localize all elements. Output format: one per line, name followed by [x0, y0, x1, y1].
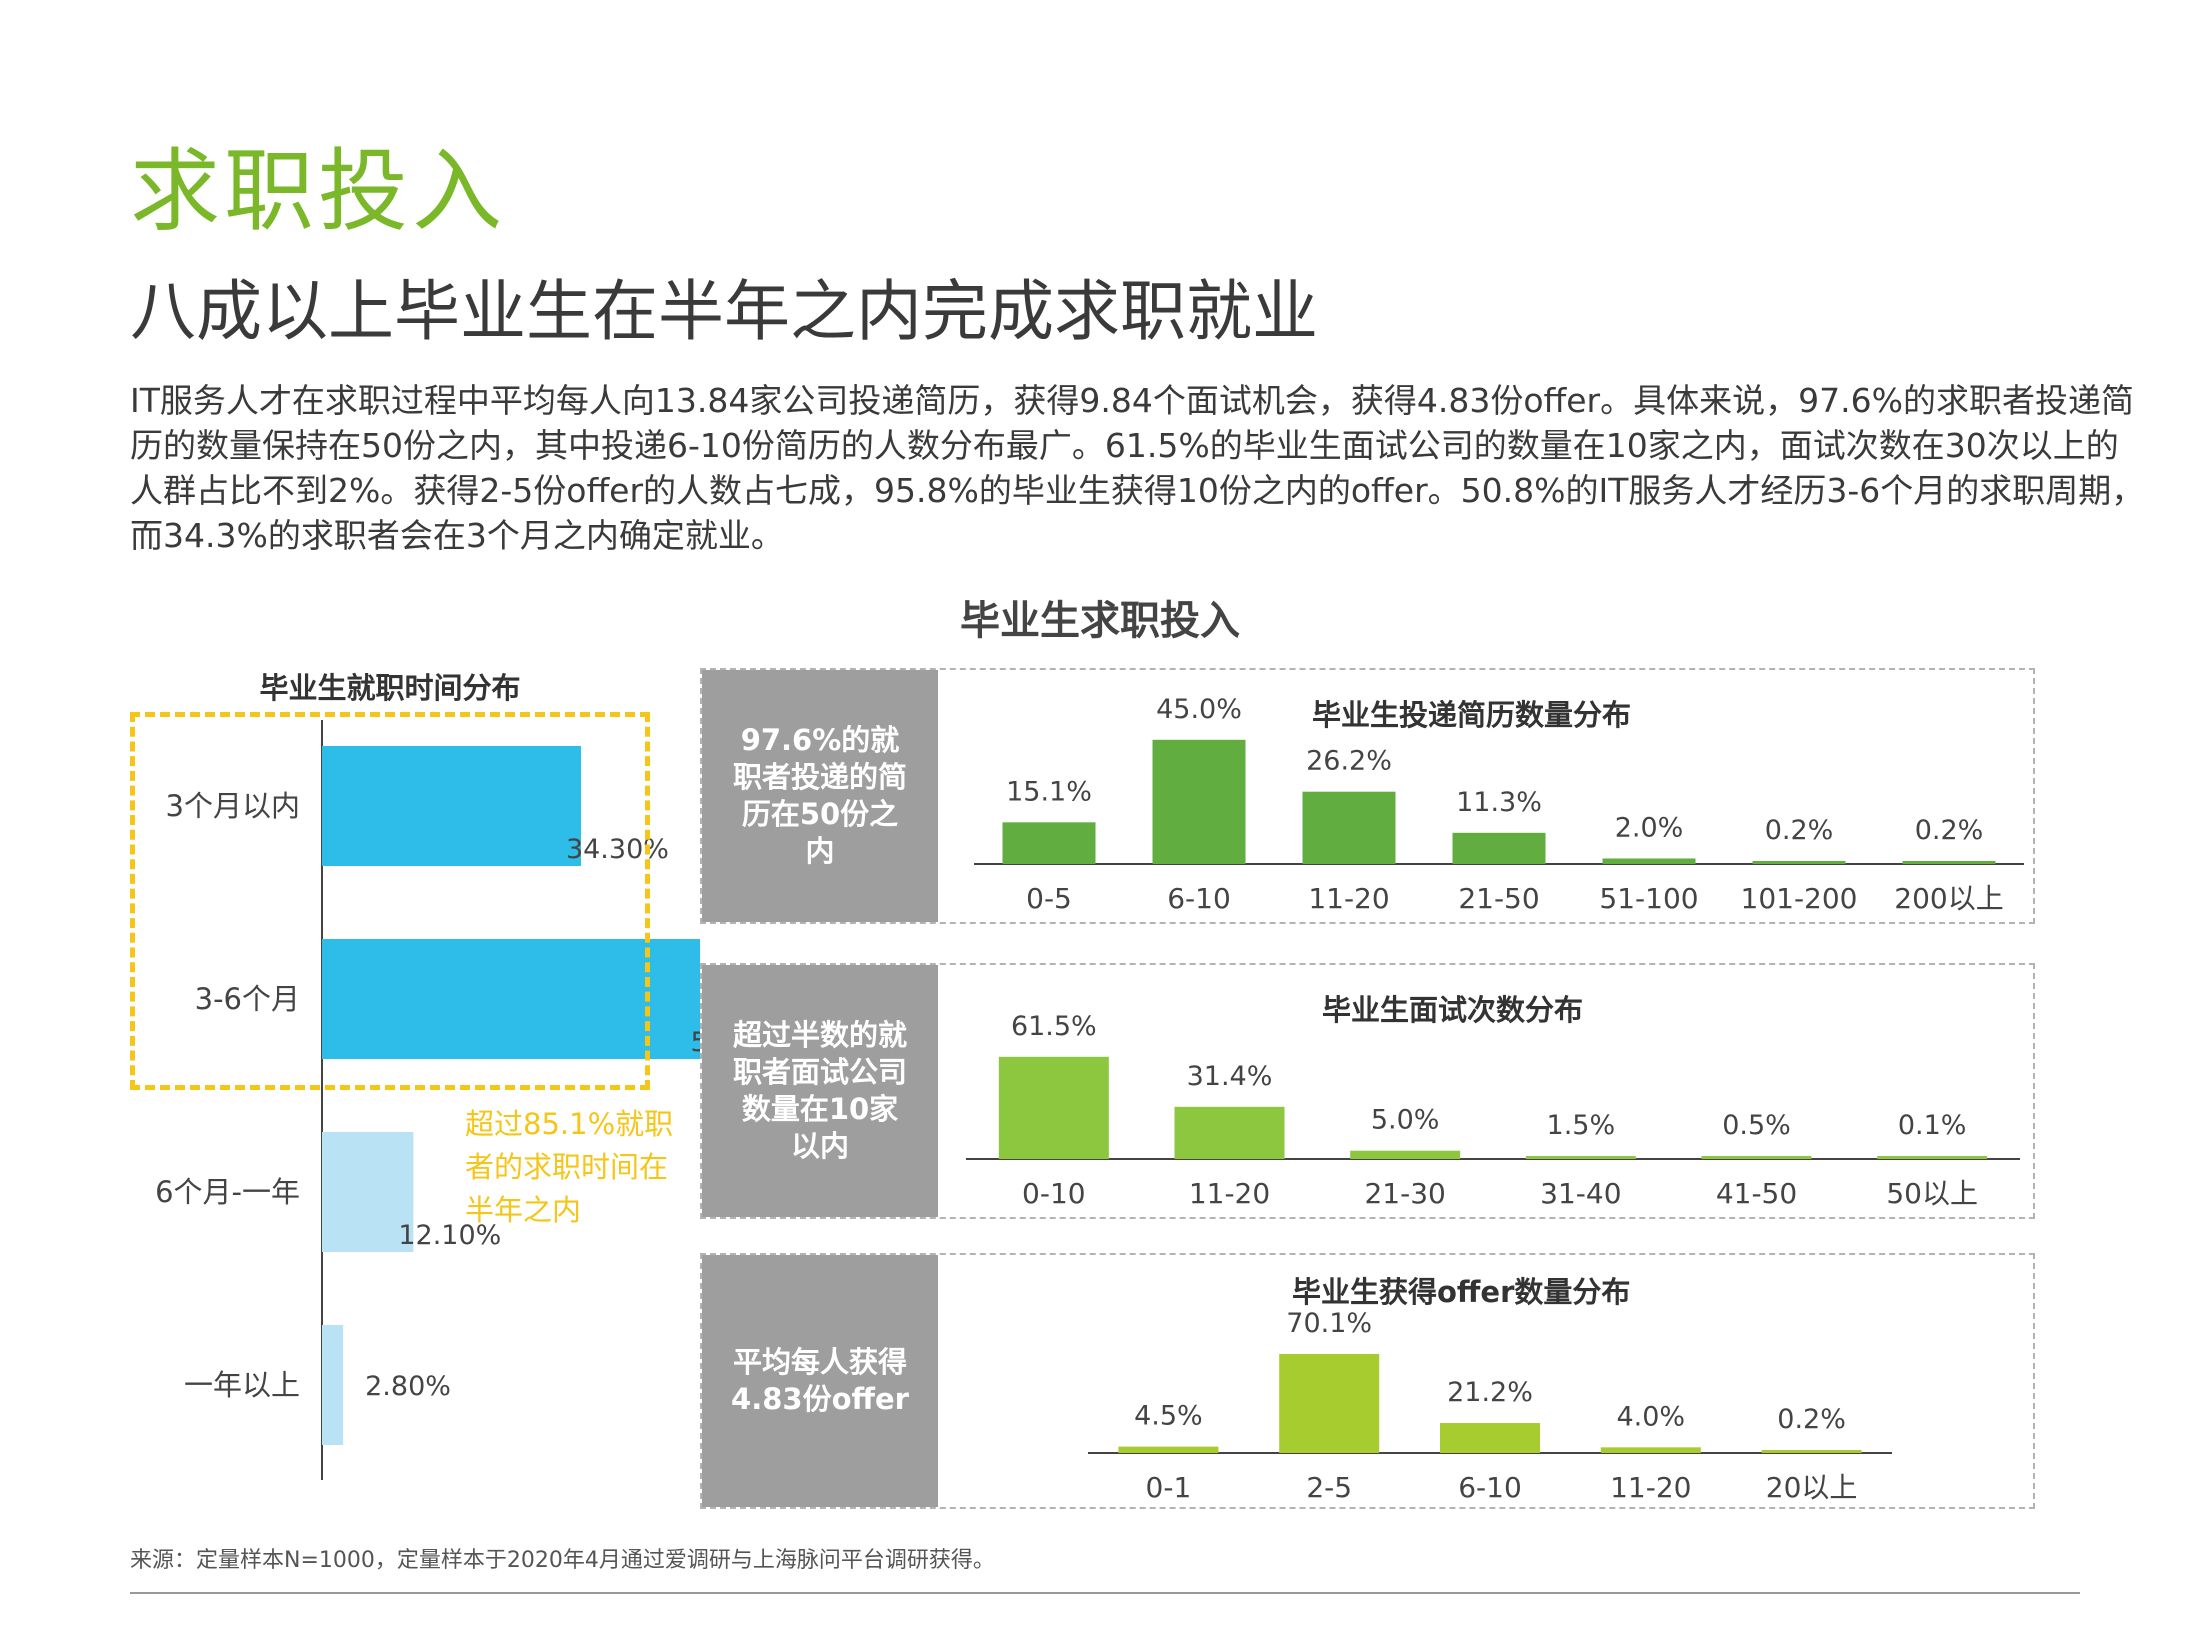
bar [1600, 1447, 1701, 1453]
data-label: 0.5% [1722, 1110, 1791, 1141]
interview-count-chart: 61.5% 0-10 31.4% 11-20 5.0% 21-30 1.5% 31-40 0.5… [966, 1011, 2020, 1210]
tick-label: 11-20 [1308, 882, 1389, 915]
data-label: 11.3% [1456, 787, 1542, 818]
section-title: 毕业生求职投入 [960, 598, 1240, 644]
data-label: 0.2% [1765, 815, 1834, 846]
bar [322, 1132, 414, 1252]
offer-panel: 平均每人获得4.83份offer 毕业生获得offer数量分布 4.5% 0-1 7… [700, 1253, 2035, 1509]
bar [322, 1325, 344, 1445]
data-label: 4.5% [1134, 1401, 1203, 1432]
tick-label: 51-100 [1599, 882, 1698, 915]
data-label: 31.4% [1187, 1061, 1273, 1092]
bar [1602, 858, 1696, 864]
category-label: 3个月以内 [166, 789, 300, 823]
bar [322, 746, 581, 866]
intro-paragraph: IT服务人才在求职过程中平均每人向13.84家公司投递简历，获得9.84个面试机… [130, 381, 2145, 555]
tick-label: 2-5 [1306, 1471, 1352, 1504]
data-label: 21.2% [1447, 1377, 1533, 1408]
tick-label: 0-1 [1146, 1471, 1192, 1504]
interview-panel: 超过半数的就职者面试公司数量在10家以内 毕业生面试次数分布 61.5% 0-10… [700, 963, 2035, 1219]
bar [998, 1056, 1109, 1159]
panel-side-note: 平均每人获得4.83份offer [702, 1255, 938, 1507]
page-title: 求职投入 [130, 139, 506, 244]
bottom-divider [130, 1592, 2080, 1594]
data-label: 50.80% [691, 1027, 700, 1058]
left-chart-title: 毕业生就职时间分布 [259, 671, 521, 705]
data-label: 61.5% [1011, 1011, 1097, 1042]
tick-label: 50以上 [1886, 1177, 1978, 1210]
page-subtitle: 八成以上毕业生在半年之内完成求职就业 [130, 273, 1318, 350]
panel-side-note: 超过半数的就职者面试公司数量在10家以内 [702, 965, 938, 1217]
bar [1701, 1156, 1812, 1159]
tick-label: 200以上 [1894, 882, 2003, 915]
data-label: 2.80% [365, 1371, 451, 1402]
panel-title: 毕业生投递简历数量分布 [1312, 698, 1632, 732]
bar [1752, 861, 1846, 864]
panel-side-note: 97.6%的就职者投递的简历在50份之内 [702, 670, 938, 922]
bar [322, 939, 700, 1059]
data-label: 4.0% [1616, 1401, 1685, 1432]
bar [1302, 791, 1396, 864]
bar [1002, 822, 1096, 864]
tick-label: 0-10 [1022, 1177, 1086, 1210]
category-label: 6个月-一年 [155, 1175, 300, 1209]
tick-label: 31-40 [1540, 1177, 1621, 1210]
tick-label: 41-50 [1716, 1177, 1797, 1210]
data-label: 15.1% [1006, 776, 1092, 807]
data-label: 5.0% [1371, 1105, 1440, 1136]
highlight-note: 超过85.1%就职者的求职时间在半年之内 [465, 1107, 674, 1227]
bar [1152, 739, 1246, 864]
data-label: 0.2% [1915, 815, 1984, 846]
data-label: 2.0% [1615, 812, 1684, 843]
bar [1118, 1446, 1219, 1453]
data-label: 1.5% [1547, 1110, 1616, 1141]
tick-label: 11-20 [1189, 1177, 1270, 1210]
bar [1525, 1156, 1636, 1159]
employment-time-chart: 3个月以内 34.30% 3-6个月 50.80% 6个月-一年 12.10% 一年以上 2.… [155, 720, 700, 1480]
bar [1174, 1106, 1285, 1159]
tick-label: 6-10 [1458, 1471, 1522, 1504]
bar [1761, 1450, 1862, 1453]
category-label: 3-6个月 [195, 982, 300, 1016]
tick-label: 11-20 [1610, 1471, 1691, 1504]
panel-title: 毕业生获得offer数量分布 [1292, 1275, 1631, 1309]
bar [1279, 1353, 1380, 1453]
data-label: 12.10% [398, 1220, 501, 1251]
bar [1440, 1423, 1540, 1453]
offer-count-chart: 4.5% 0-1 70.1% 2-5 21.2% 6-10 4.0% 11-20 0.2% 20以… [1088, 1308, 1892, 1504]
highlight-box [130, 712, 650, 1090]
data-label: 34.30% [566, 834, 669, 865]
data-label: 26.2% [1306, 746, 1392, 777]
data-label: 45.0% [1156, 694, 1242, 725]
panel-title: 毕业生面试次数分布 [1322, 993, 1584, 1027]
tick-label: 21-30 [1364, 1177, 1445, 1210]
source-note: 来源：定量样本N=1000，定量样本于2020年4月通过爱调研与上海脉问平台调研… [130, 1548, 995, 1573]
bar [1452, 832, 1546, 864]
data-label: 70.1% [1286, 1308, 1372, 1339]
resume-count-chart: 15.1% 0-5 45.0% 6-10 26.2% 11-20 11.3% 21-50 2.0… [974, 694, 2024, 915]
tick-label: 20以上 [1766, 1471, 1858, 1504]
resume-panel: 97.6%的就职者投递的简历在50份之内 毕业生投递简历数量分布 15.1% 0-… [700, 668, 2035, 924]
category-label: 一年以上 [184, 1368, 300, 1402]
bar [1350, 1150, 1461, 1159]
data-label: 0.1% [1898, 1110, 1967, 1141]
tick-label: 21-50 [1458, 882, 1539, 915]
data-label: 0.2% [1777, 1404, 1846, 1435]
bar [1902, 861, 1996, 864]
tick-label: 101-200 [1741, 882, 1858, 915]
tick-label: 6-10 [1167, 882, 1231, 915]
bar [1877, 1156, 1988, 1159]
tick-label: 0-5 [1026, 882, 1072, 915]
